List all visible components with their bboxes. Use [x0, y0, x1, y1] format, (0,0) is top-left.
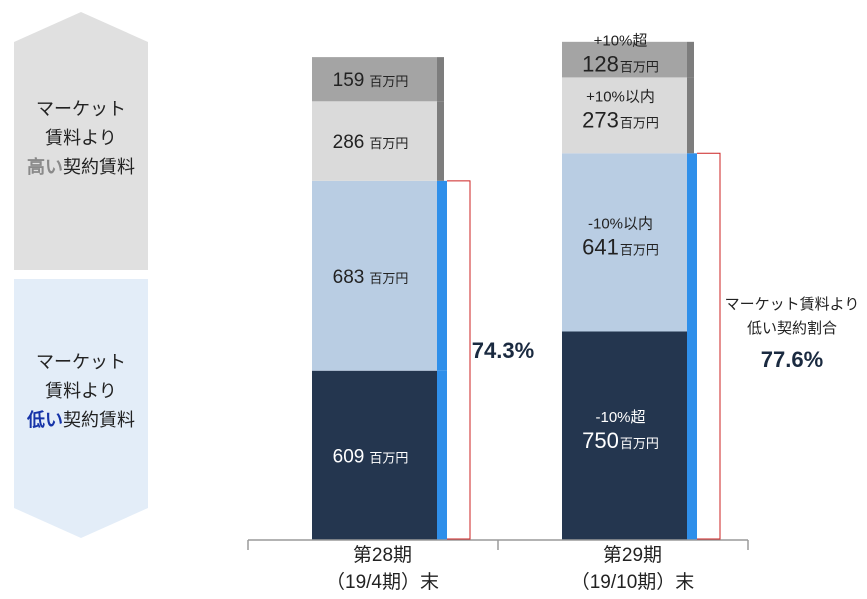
segment-value-label: 683 百万円: [333, 267, 409, 288]
low-indicator-strip: [437, 370, 447, 540]
bar-segment: [312, 370, 437, 540]
legend-low: マーケット 賃料より 低い契約賃料: [14, 279, 148, 538]
bar-segment: [562, 153, 687, 332]
legend-low-emphasis: 低い: [26, 409, 63, 430]
bar-segment: [312, 57, 437, 102]
x-tick-label: 第28期: [353, 544, 412, 566]
high-indicator-strip: [687, 77, 694, 154]
segment-value-label: 159 百万円: [333, 70, 409, 91]
bar-segment: [312, 101, 437, 181]
legend-high-line-2: 賃料より: [45, 128, 117, 148]
high-indicator-strip: [437, 57, 444, 102]
legend-high-suffix: 契約賃料: [63, 157, 135, 177]
x-axis: 第28期 （19/4期）末 第29期 （19/10期）末: [247, 539, 749, 593]
low-ratio-caption: マーケット賃料より: [725, 296, 860, 313]
legend-low-line-2: 賃料より: [45, 381, 117, 401]
bar-group-2: -10%超 750百万円 -10%以内 641百万円 +10%以内 273百万円 +10%超…: [562, 33, 697, 540]
bar-segment: [562, 77, 687, 154]
low-ratio-bracket: [447, 180, 471, 540]
segment-value-label: 286 百万円: [333, 132, 409, 153]
low-indicator-strip: [687, 331, 697, 540]
segment-value-label: 750百万円: [582, 428, 659, 453]
legend-high-line-1: マーケット: [36, 99, 126, 119]
low-ratio-value: 77.6%: [761, 347, 823, 372]
bar-segment: [562, 331, 687, 540]
bar-group-1: 609 百万円 683 百万円 286 百万円 159 百万円: [312, 57, 447, 540]
segment-value-label: 128百万円: [582, 52, 659, 77]
legend-low-line-1: マーケット: [36, 352, 126, 372]
x-tick-label: （19/10期）末: [571, 571, 695, 593]
segment-series-label: +10%以内: [586, 88, 655, 105]
x-tick-label: （19/4期）末: [326, 571, 439, 593]
segment-value-label: 273百万円: [582, 107, 659, 132]
segment-series-label: -10%以内: [588, 215, 653, 232]
legend-high-emphasis: 高い: [27, 156, 63, 177]
low-indicator-strip: [687, 153, 697, 332]
segment-series-label: +10%超: [594, 33, 648, 50]
x-tick-label: 第29期: [603, 544, 662, 566]
low-indicator-strip: [437, 180, 447, 371]
bar-segment: [562, 41, 687, 78]
legend-high: マーケット 賃料より 高い契約賃料: [14, 12, 148, 270]
legend-high-shape: [14, 12, 148, 270]
high-indicator-strip: [687, 41, 694, 78]
legend-low-suffix: 契約賃料: [63, 410, 135, 430]
legend-low-shape: [14, 279, 148, 538]
segment-value-label: 641百万円: [582, 234, 659, 259]
segment-series-label: -10%超: [595, 409, 645, 426]
legend-high-line-3: 高い契約賃料: [27, 156, 135, 177]
bars-layer: 609 百万円 683 百万円 286 百万円 159 百万円 -10%超 750百万円 -10%以…: [312, 33, 697, 540]
low-ratio-value: 74.3%: [472, 338, 534, 363]
legend-low-line-3: 低い契約賃料: [26, 409, 135, 430]
bar-segment: [312, 180, 437, 371]
low-ratio-caption: 低い契約割合: [747, 320, 837, 337]
high-indicator-strip: [437, 101, 444, 181]
segment-value-label: 609 百万円: [333, 446, 409, 467]
low-ratio-bracket: [697, 152, 721, 540]
